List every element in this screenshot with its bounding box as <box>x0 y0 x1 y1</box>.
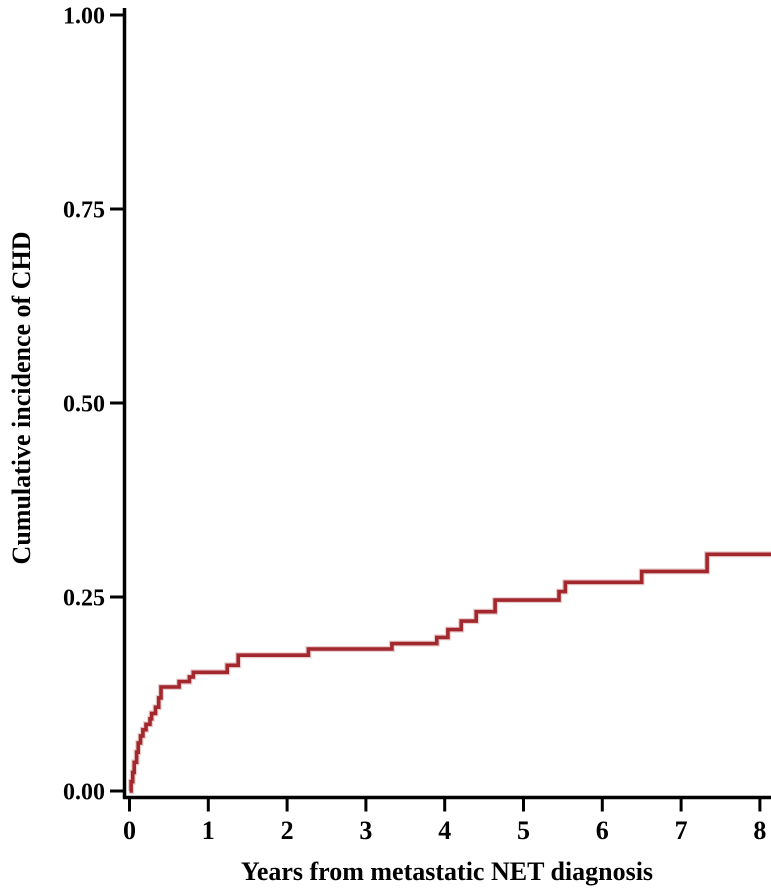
x-axis-title: Years from metastatic NET diagnosis <box>241 857 653 886</box>
y-tick-label: 1.00 <box>63 4 105 30</box>
cumulative-incidence-curve <box>129 552 771 793</box>
x-tick-label: 6 <box>596 816 609 845</box>
y-tick-label: 0.25 <box>63 586 105 612</box>
x-tick-label: 8 <box>753 816 766 845</box>
x-tick-label: 7 <box>675 816 688 845</box>
x-axis-ticks: 0 1 2 3 4 5 6 7 8 <box>123 799 766 845</box>
x-tick-label: 4 <box>438 816 451 845</box>
y-axis-ticks: 0.00 0.25 0.50 0.75 1.00 <box>63 4 123 806</box>
x-tick-label: 0 <box>123 816 136 845</box>
y-axis-title: Cumulative incidence of CHD <box>7 232 36 565</box>
x-tick-label: 5 <box>517 816 530 845</box>
x-tick-label: 3 <box>359 816 372 845</box>
x-tick-label: 1 <box>202 816 215 845</box>
y-tick-label: 0.00 <box>63 780 105 806</box>
y-tick-label: 0.75 <box>63 198 105 224</box>
y-tick-label: 0.50 <box>63 392 105 418</box>
x-tick-label: 2 <box>281 816 294 845</box>
